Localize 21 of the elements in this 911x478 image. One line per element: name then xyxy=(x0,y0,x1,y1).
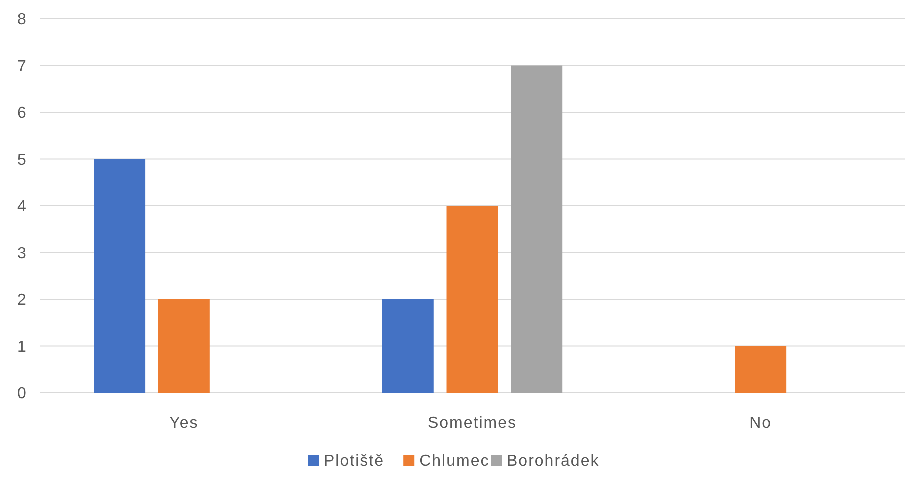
y-tick-label: 0 xyxy=(18,386,27,403)
y-tick-label: 4 xyxy=(18,198,27,216)
legend-label: Borohrádek xyxy=(507,453,600,470)
x-tick-label: No xyxy=(750,415,772,432)
y-tick-label: 3 xyxy=(18,245,27,262)
bar xyxy=(158,300,210,393)
legend-label: Chlumec xyxy=(420,453,490,470)
y-tick-label: 1 xyxy=(18,338,27,356)
legend-label: Plotiště xyxy=(324,453,384,470)
x-tick-label: Sometimes xyxy=(428,415,518,432)
x-tick-label: Yes xyxy=(170,415,199,432)
y-tick-label: 2 xyxy=(18,292,27,310)
bar xyxy=(382,300,434,393)
y-tick-label: 7 xyxy=(18,58,27,76)
bar xyxy=(735,346,787,393)
y-tick-label: 6 xyxy=(18,105,27,122)
y-tick-label: 8 xyxy=(18,12,27,29)
bar xyxy=(511,66,563,393)
y-tick-label: 5 xyxy=(18,152,27,169)
bar xyxy=(446,206,498,393)
bar xyxy=(94,159,146,393)
